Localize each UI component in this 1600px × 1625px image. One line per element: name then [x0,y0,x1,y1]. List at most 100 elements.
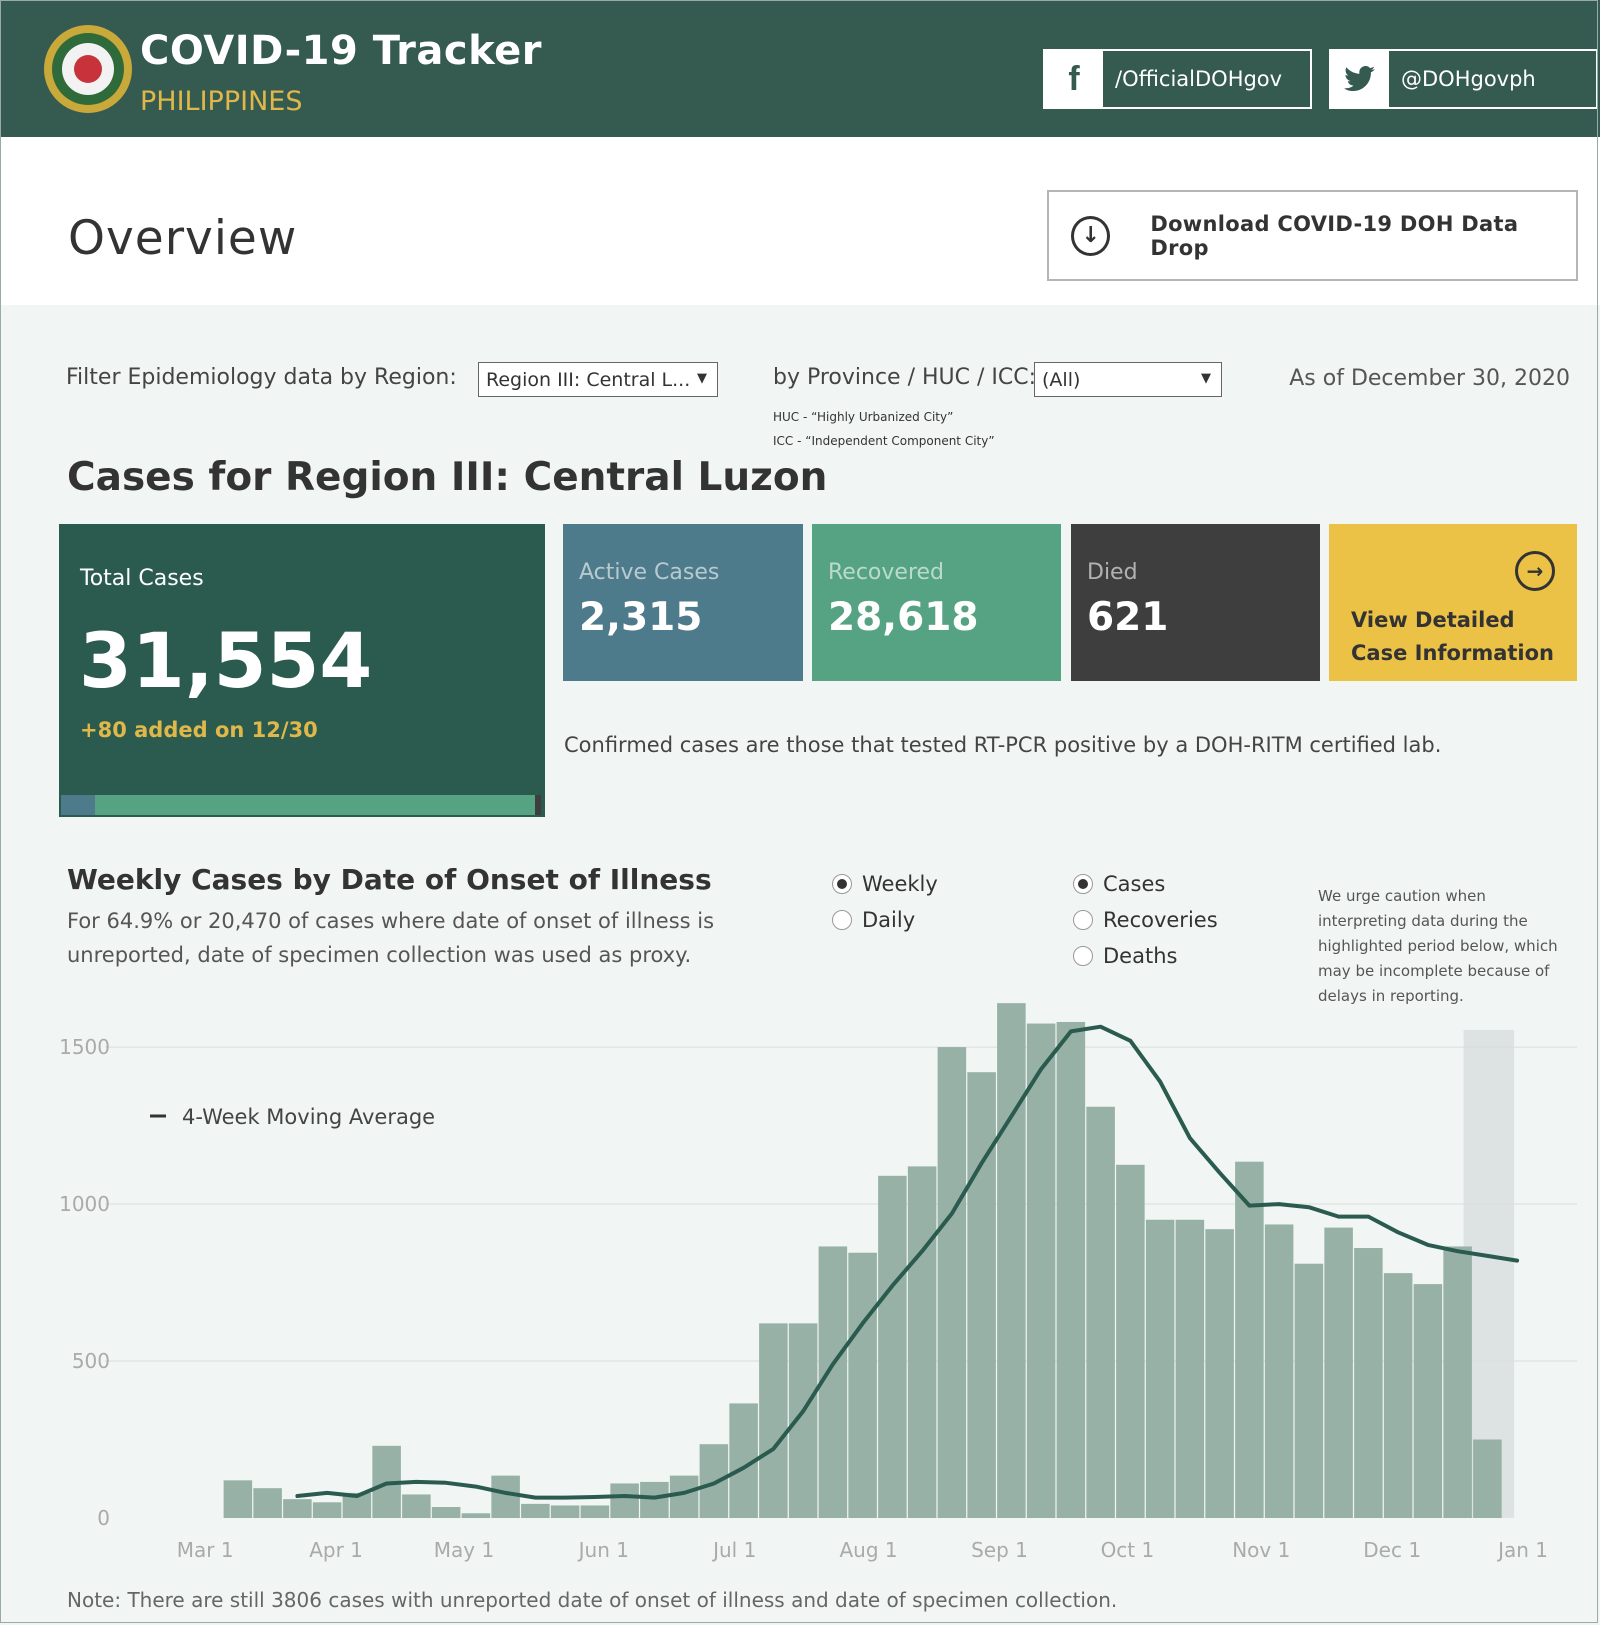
top-header: COVID-19 Tracker PHILIPPINES f /Official… [0,0,1600,137]
bar-week-7 [402,1494,431,1518]
radio-cases-label: Cases [1103,872,1166,896]
x-tick-label: May 1 [434,1538,494,1562]
legend-label: 4-Week Moving Average [182,1105,435,1129]
x-tick-label: Jan 1 [1496,1538,1548,1562]
radio-deaths-label: Deaths [1103,944,1178,968]
bar-week-43 [1473,1439,1502,1518]
bar-week-39 [1354,1248,1383,1518]
caution-note: We urge caution when interpreting data d… [1318,887,1558,1005]
total-cases-label: Total Cases [80,566,204,591]
bar-week-37 [1294,1263,1324,1518]
view-case-info-button[interactable]: → View Detailed Case Information [1329,524,1577,681]
bar-week-8 [431,1507,461,1518]
radio-dot [1073,946,1093,966]
radio-weekly[interactable]: Weekly [832,872,938,896]
icc-note: ICC - “Independent Component City” [773,434,995,448]
bar-week-1 [223,1480,253,1518]
case-breakdown-bar [61,795,541,815]
radio-dot [832,910,852,930]
facebook-icon: f [1045,51,1103,107]
chart-footnote: Note: There are still 3806 cases with un… [67,1588,1118,1612]
bar-week-23 [878,1175,907,1518]
bar-week-25 [937,1047,967,1518]
chart-subtitle: For 64.9% or 20,470 of cases where date … [67,909,715,967]
bar-week-14 [610,1483,639,1518]
bar-week-3 [283,1499,312,1518]
bar-week-29 [1056,1021,1086,1518]
x-tick-label: Jul 1 [711,1538,756,1562]
bar-week-10 [491,1475,520,1518]
bar-week-2 [253,1488,282,1518]
active-cases-label: Active Cases [579,560,720,585]
download-icon: ↓ [1071,215,1111,256]
as-of-date: As of December 30, 2020 [1289,366,1570,391]
bar-week-41 [1413,1284,1443,1518]
active-cases-value: 2,315 [579,595,703,640]
died-value: 621 [1087,595,1169,640]
bar-week-33 [1175,1219,1205,1518]
y-tick-label: 1000 [59,1192,110,1216]
radio-deaths[interactable]: Deaths [1073,944,1177,968]
radio-cases[interactable]: Cases [1073,872,1165,896]
bar-week-42 [1443,1246,1472,1518]
download-data-drop-button[interactable]: ↓ Download COVID-19 DOH Data Drop [1047,190,1578,281]
x-tick-label: Apr 1 [309,1538,363,1562]
bar-week-17 [699,1444,729,1518]
bar-week-9 [461,1513,491,1518]
x-tick-label: Oct 1 [1101,1538,1155,1562]
recovered-label: Recovered [828,560,945,585]
province-filter-label: by Province / HUC / ICC: [773,365,1037,390]
bar-week-16 [669,1475,699,1518]
bar-week-4 [312,1502,342,1518]
radio-daily[interactable]: Daily [832,908,915,932]
province-select[interactable]: (All) ▼ [1034,362,1222,397]
facebook-link[interactable]: f /OfficialDOHgov [1043,49,1312,109]
radio-recoveries-label: Recoveries [1103,908,1218,932]
total-cases-value: 31,554 [79,616,373,705]
bar-week-20 [788,1323,818,1518]
bar-week-12 [550,1505,580,1518]
bar-week-34 [1205,1229,1234,1518]
app-title: COVID-19 Tracker [140,28,542,74]
region-filter-label: Filter Epidemiology data by Region: [66,365,457,390]
y-tick-label: 0 [97,1506,110,1530]
bar-week-13 [580,1505,610,1518]
total-cases-tile: Total Cases 31,554 +80 added on 12/30 [59,524,545,817]
total-cases-added: +80 added on 12/30 [80,718,318,742]
page-title: Overview [68,211,298,266]
x-tick-label: Mar 1 [177,1538,234,1562]
region-title: Cases for Region III: Central Luzon [67,455,828,500]
twitter-icon [1331,51,1389,107]
region-select[interactable]: Region III: Central L... ▼ [478,362,718,397]
weekly-cases-chart: 0 500 1000 1500 4-Week Moving Average Mar 1 Ap… [59,1003,1577,1562]
died-tile: Died 621 [1071,524,1320,681]
died-label: Died [1087,560,1138,585]
chart-title: Weekly Cases by Date of Onset of Illness [67,863,712,896]
huc-note: HUC - “Highly Urbanized City” [773,410,954,424]
bar-week-40 [1383,1273,1413,1518]
app-subtitle: PHILIPPINES [140,86,303,117]
bar-week-38 [1324,1227,1353,1518]
bar-week-30 [1086,1106,1115,1518]
bar-week-32 [1145,1219,1175,1518]
recovered-value: 28,618 [828,595,979,640]
bar-week-36 [1264,1224,1294,1518]
y-tick-label: 500 [72,1349,110,1373]
download-button-label: Download COVID-19 DOH Data Drop [1150,211,1519,260]
view-case-info-label: View Detailed Case Information [1351,604,1554,670]
bar-week-11 [521,1503,550,1518]
active-cases-tile: Active Cases 2,315 [563,524,803,681]
y-tick-label: 1500 [59,1035,110,1059]
view-case-info-line-2: Case Information [1351,641,1554,665]
radio-recoveries[interactable]: Recoveries [1073,908,1218,932]
chevron-down-icon: ▼ [1201,371,1211,386]
bar-week-31 [1116,1164,1145,1518]
facebook-handle: /OfficialDOHgov [1115,67,1283,91]
radio-dot-selected [832,874,852,894]
recovered-tile: Recovered 28,618 [812,524,1061,681]
moving-average-line [295,1024,1520,1500]
arrow-right-circle-icon: → [1515,551,1555,591]
twitter-link[interactable]: @DOHgovph [1329,49,1598,109]
province-select-value: (All) [1042,368,1081,391]
bar-week-24 [907,1166,937,1518]
